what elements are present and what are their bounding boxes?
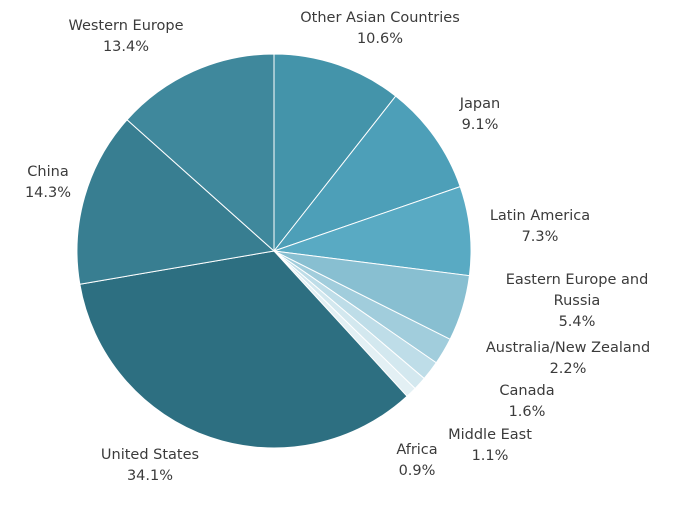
percent-label: 14.3% [25, 185, 71, 201]
percent-label: 0.9% [399, 463, 436, 479]
data-label-western-europe: Western Europe 13.4% [68, 18, 183, 55]
percent-label: 7.3% [522, 229, 559, 245]
pie-slice-china [76, 119, 276, 285]
percent-label: 1.6% [509, 404, 546, 420]
data-label-australia-new-zealand: Australia/New Zealand 2.2% [486, 340, 650, 377]
pie-slice-western-europe [126, 53, 275, 253]
category-label: Eastern Europe and [506, 272, 649, 288]
data-label-canada: Canada 1.6% [499, 383, 554, 420]
category-label: Other Asian Countries [300, 10, 460, 26]
pie-slice-other-asian-countries [273, 53, 397, 253]
data-label-other-asian-countries: Other Asian Countries 10.6% [300, 10, 460, 47]
category-label: Africa [396, 442, 437, 458]
data-label-africa: Africa 0.9% [396, 442, 437, 479]
category-label: Japan [459, 96, 500, 112]
percent-label: 2.2% [550, 361, 587, 377]
category-label: Latin America [490, 208, 590, 224]
category-label: Australia/New Zealand [486, 340, 650, 356]
percent-label: 5.4% [559, 314, 596, 330]
percent-label: 34.1% [127, 468, 173, 484]
data-label-middle-east: Middle East 1.1% [448, 427, 532, 464]
data-label-united-states: United States 34.1% [101, 447, 199, 484]
pie-labels: Other Asian Countries 10.6% Japan 9.1% Latin… [25, 10, 650, 484]
percent-label: 9.1% [462, 117, 499, 133]
pie-slice-united-states [79, 250, 408, 449]
data-label-latin-america: Latin America 7.3% [490, 208, 590, 245]
data-label-eastern-europe-and-russia: Eastern Europe and Russia 5.4% [506, 272, 649, 330]
data-label-china: China 14.3% [25, 164, 71, 201]
pie-slice-japan [272, 95, 461, 253]
category-label: China [27, 164, 68, 180]
percent-label: 10.6% [357, 31, 403, 47]
category-label: Western Europe [68, 18, 183, 34]
percent-label: 13.4% [103, 39, 149, 55]
category-label: Russia [554, 293, 601, 309]
category-label: United States [101, 447, 199, 463]
data-label-japan: Japan 9.1% [459, 96, 500, 133]
pie-slices [76, 53, 472, 449]
category-label: Middle East [448, 427, 532, 443]
percent-label: 1.1% [472, 448, 509, 464]
category-label: Canada [499, 383, 554, 399]
